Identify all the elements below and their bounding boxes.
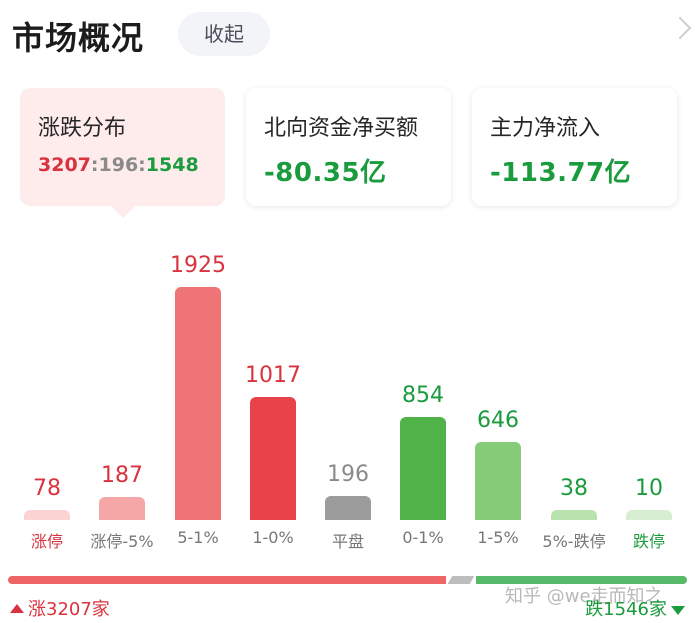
- down-ratio-bar: [476, 576, 687, 584]
- bar-1: [99, 497, 145, 520]
- category-label: 涨停-5%: [90, 532, 154, 551]
- page-title: 市场概况: [12, 19, 145, 57]
- card-northbound[interactable]: 北向资金净买额 -80.35亿: [246, 88, 451, 206]
- bar-8: [626, 510, 672, 520]
- distribution-chart: 78 187 1925 1017 196 854 646 38 10: [0, 230, 695, 520]
- breadth-flat-count: 196: [98, 154, 139, 176]
- card-main-flow-value: -113.77亿: [490, 158, 632, 188]
- arrow-down-icon: [671, 605, 685, 615]
- category-label: 平盘: [331, 532, 364, 551]
- active-card-pointer: [111, 206, 135, 218]
- category-label: 跌停: [632, 532, 665, 551]
- breadth-ratio: 3207:196:1548: [38, 154, 225, 176]
- bar-value-label: 1017: [245, 363, 301, 388]
- breadth-sep-1: :: [90, 154, 99, 176]
- category-label: 5-1%: [177, 528, 219, 547]
- arrow-up-icon: [10, 603, 24, 613]
- breadth-up-count: 3207: [38, 154, 91, 176]
- category-label: 1-0%: [252, 528, 294, 547]
- card-breadth-label: 涨跌分布: [38, 116, 127, 141]
- category-label: 1-5%: [477, 528, 519, 547]
- bar-value-label: 187: [101, 463, 143, 488]
- category-label: 5%-跌停: [542, 532, 606, 551]
- card-northbound-label: 北向资金净买额: [264, 116, 419, 141]
- bar-value-label: 646: [477, 408, 519, 433]
- category-label: 0-1%: [402, 528, 444, 547]
- card-main-flow[interactable]: 主力净流入 -113.77亿: [472, 88, 677, 206]
- breadth-down-count: 1548: [145, 154, 199, 176]
- card-breadth[interactable]: 涨跌分布 3207:196:1548: [20, 88, 225, 206]
- bar-6: [475, 442, 521, 520]
- bar-value-label: 78: [33, 476, 61, 501]
- up-total: 涨3207家: [10, 595, 110, 621]
- breadth-sep-2: :: [138, 154, 146, 176]
- chevron-right-icon[interactable]: [668, 16, 692, 40]
- bar-4: [325, 496, 371, 520]
- card-northbound-value: -80.35亿: [264, 158, 387, 188]
- watermark: 知乎 @we走而知之: [505, 586, 663, 607]
- flat-ratio-bar: [447, 576, 475, 584]
- bar-2: [175, 287, 221, 520]
- up-total-label: 涨3207家: [28, 599, 110, 620]
- up-ratio-bar: [8, 576, 446, 584]
- down-total-label: 跌1546家: [585, 599, 667, 620]
- card-main-flow-label: 主力净流入: [490, 116, 601, 141]
- bar-value-label: 196: [327, 462, 369, 487]
- collapse-button[interactable]: 收起: [178, 12, 270, 56]
- bar-value-label: 38: [560, 476, 588, 501]
- category-label: 涨停: [30, 532, 63, 551]
- bar-7: [551, 510, 597, 520]
- bar-value-label: 1925: [170, 253, 226, 278]
- bar-3: [250, 397, 296, 520]
- bar-value-label: 854: [402, 383, 444, 408]
- bar-5: [400, 417, 446, 520]
- down-total: 跌1546家: [585, 595, 685, 621]
- bar-0: [24, 510, 70, 520]
- bar-value-label: 10: [635, 476, 663, 501]
